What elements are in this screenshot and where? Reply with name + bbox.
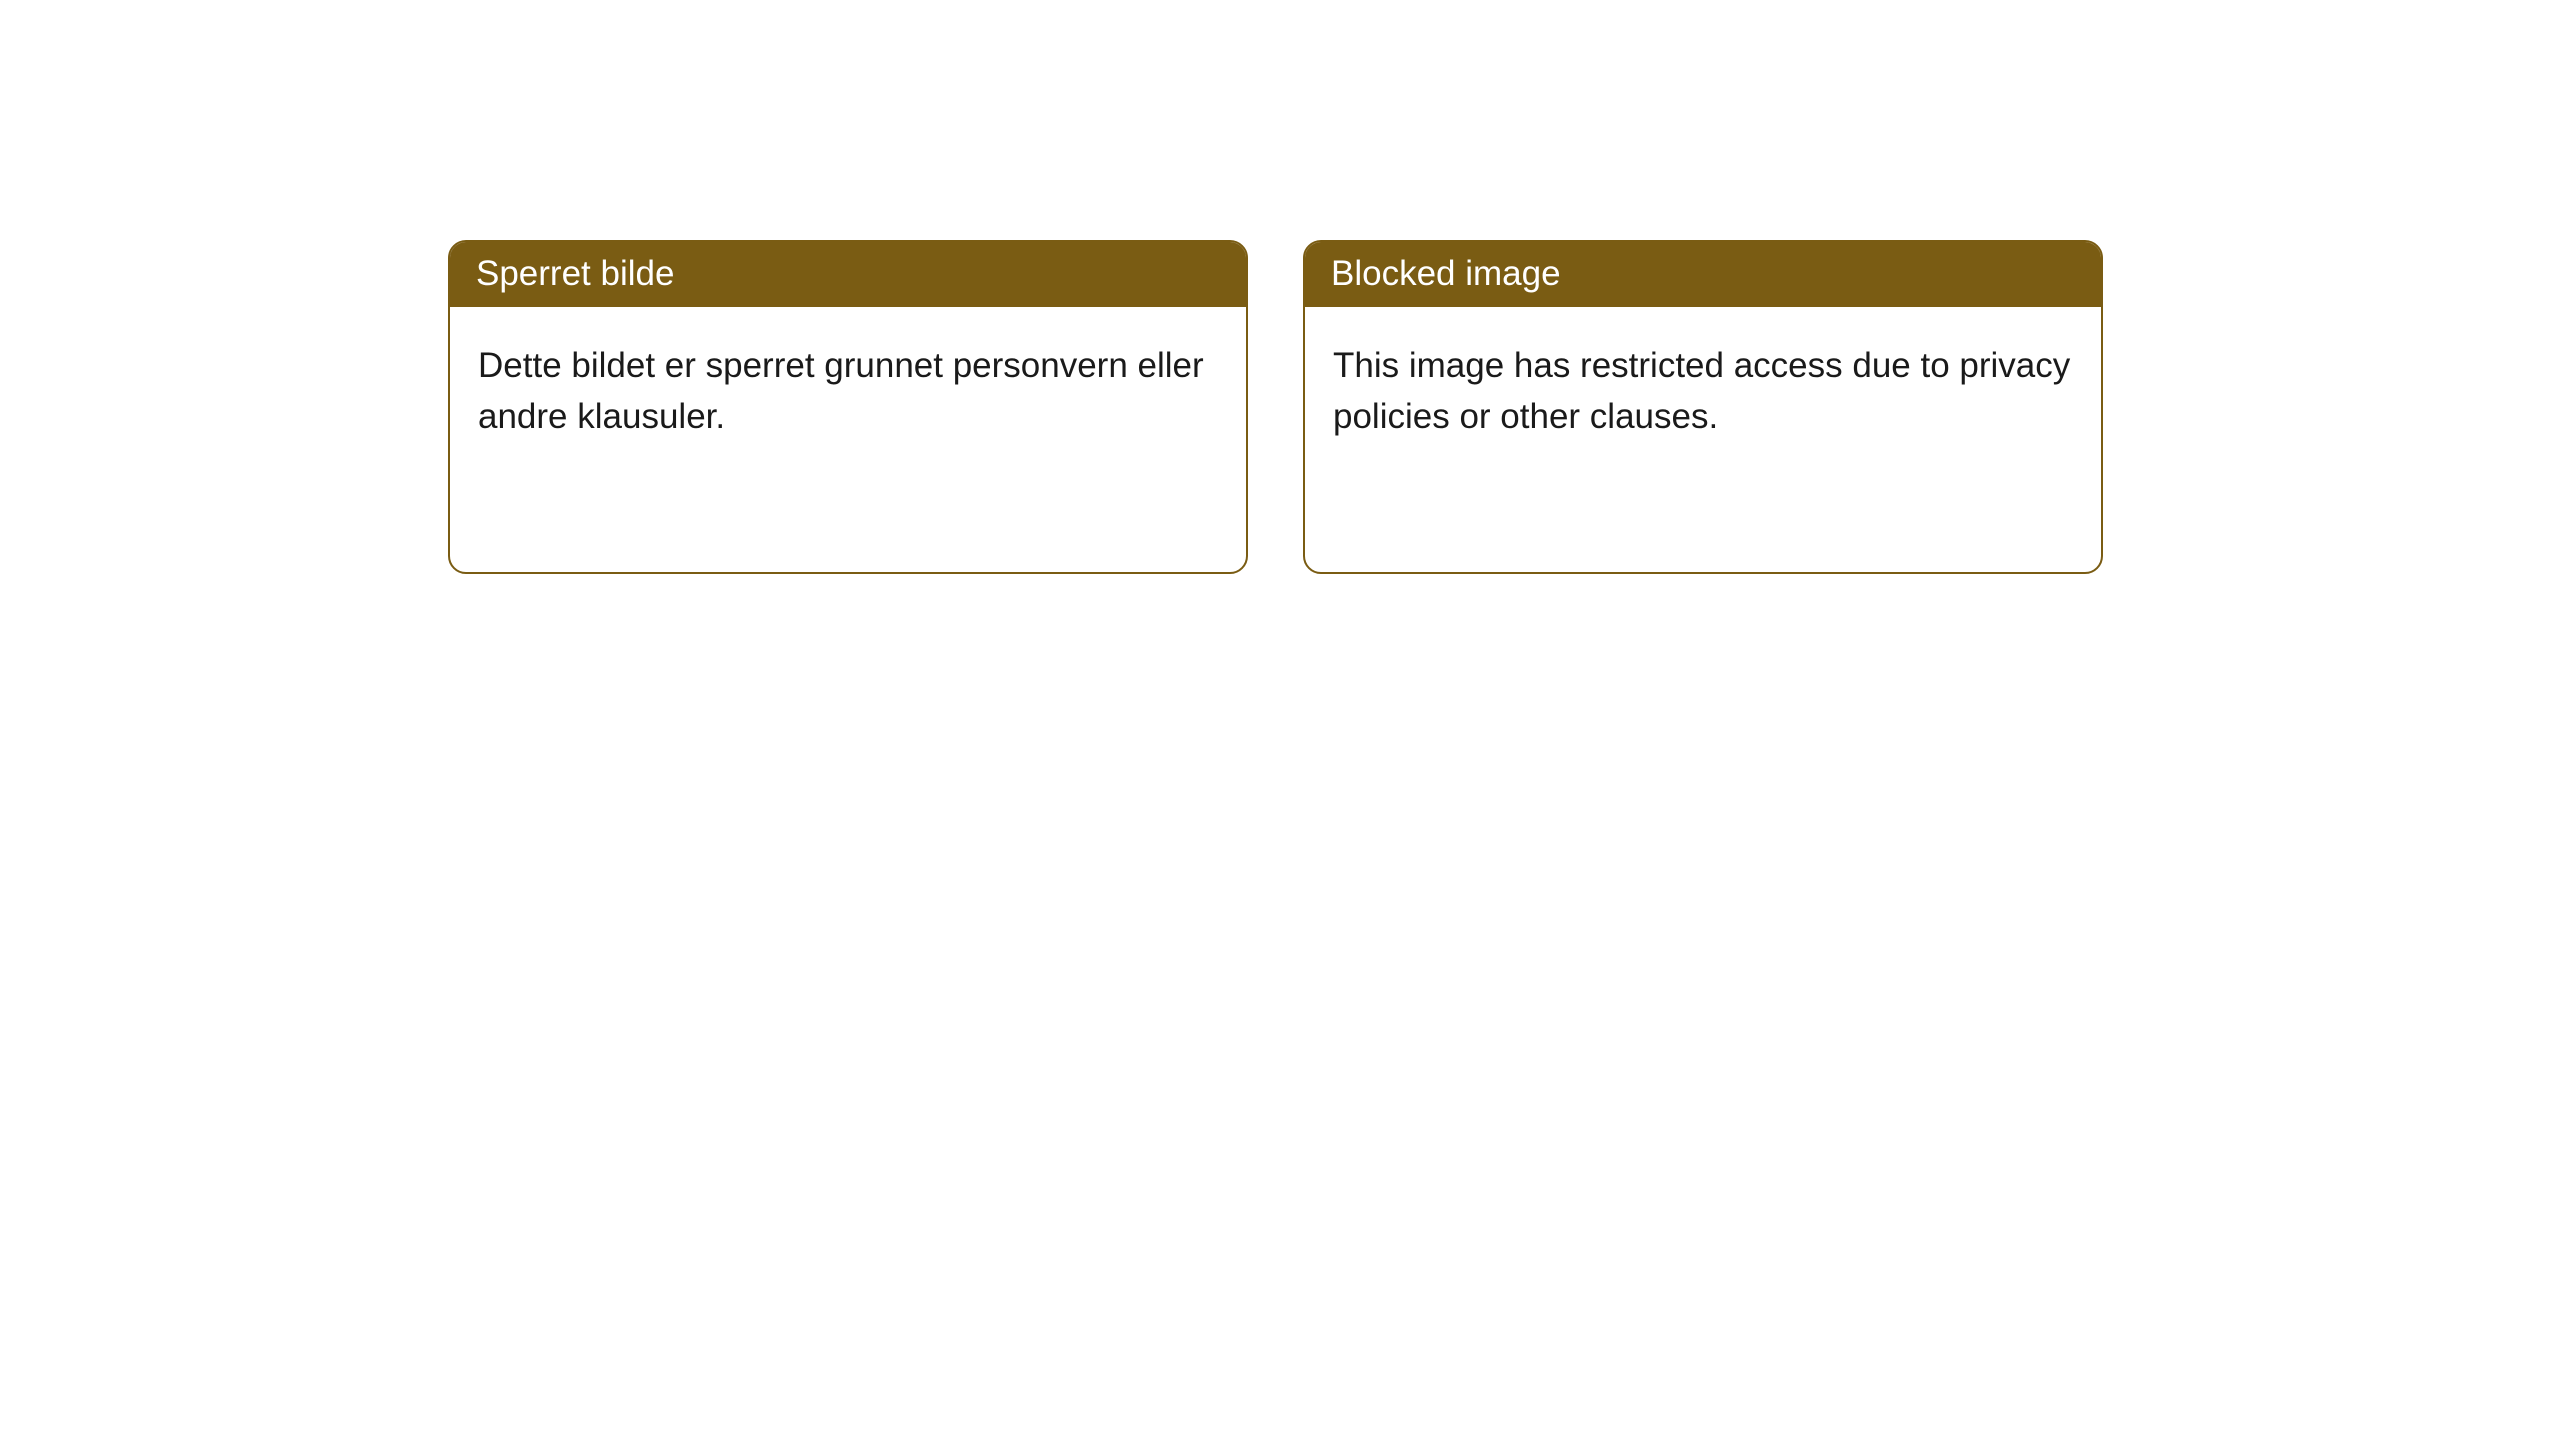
card-text-en: This image has restricted access due to …: [1333, 346, 2070, 436]
card-title-en: Blocked image: [1331, 254, 1561, 293]
blocked-image-cards: Sperret bilde Dette bildet er sperret gr…: [448, 240, 2560, 574]
card-body-en: This image has restricted access due to …: [1305, 307, 2101, 572]
card-body-no: Dette bildet er sperret grunnet personve…: [450, 307, 1246, 572]
card-header-en: Blocked image: [1305, 242, 2101, 307]
card-text-no: Dette bildet er sperret grunnet personve…: [478, 346, 1204, 436]
blocked-card-en: Blocked image This image has restricted …: [1303, 240, 2103, 574]
blocked-card-no: Sperret bilde Dette bildet er sperret gr…: [448, 240, 1248, 574]
card-title-no: Sperret bilde: [476, 254, 674, 293]
card-header-no: Sperret bilde: [450, 242, 1246, 307]
